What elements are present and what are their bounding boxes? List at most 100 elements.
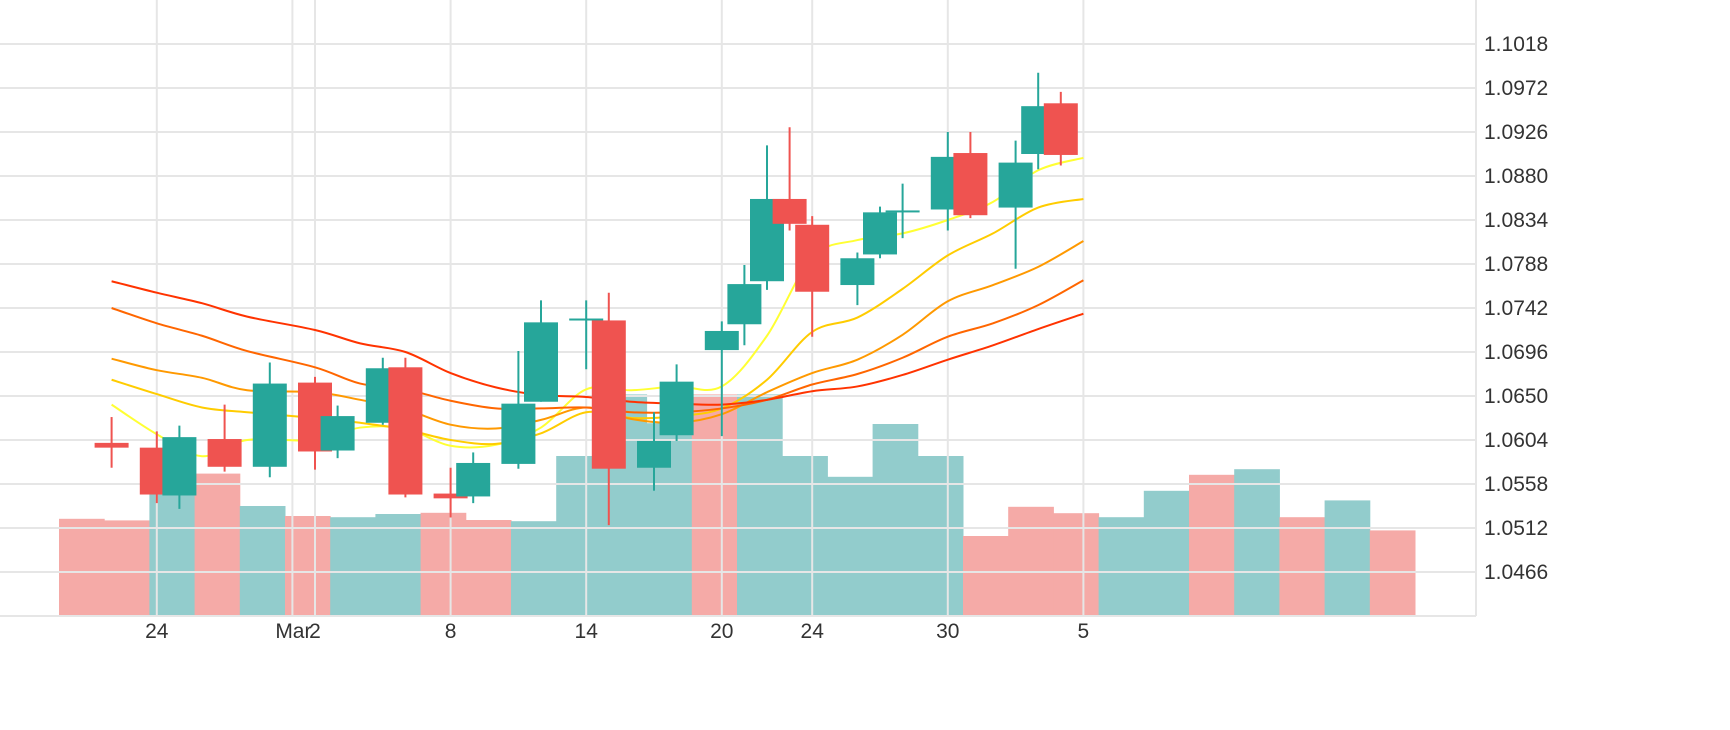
volume-bar xyxy=(375,514,422,616)
candle xyxy=(388,357,423,498)
candle-body xyxy=(863,212,897,255)
candle-body xyxy=(591,320,626,469)
candle xyxy=(772,127,807,231)
y-tick-label: 1.0604 xyxy=(1484,429,1549,452)
candle xyxy=(320,405,355,459)
volume-bar xyxy=(827,476,874,616)
grid xyxy=(0,0,1477,617)
candle-body xyxy=(637,440,671,468)
x-tick-label: 5 xyxy=(1078,620,1090,643)
candle-body xyxy=(659,381,694,436)
candle xyxy=(433,467,468,518)
x-tick-label: 24 xyxy=(145,620,169,643)
candle-body xyxy=(94,442,129,448)
volume-bar xyxy=(1008,506,1054,616)
volume-bar xyxy=(1189,474,1235,616)
y-tick-label: 1.0972 xyxy=(1484,77,1548,100)
x-tick-label: 2 xyxy=(309,620,321,643)
candle xyxy=(569,300,604,370)
candle xyxy=(840,252,875,306)
x-tick-label: 8 xyxy=(445,620,457,643)
candle xyxy=(1043,91,1078,166)
volume-bar xyxy=(1143,490,1190,616)
volume-bar xyxy=(465,520,512,616)
volume-bar xyxy=(330,517,376,616)
candle-body xyxy=(252,383,287,467)
volume-bar xyxy=(1369,530,1416,616)
candle xyxy=(659,364,694,441)
volume-bar xyxy=(782,456,828,616)
volume-bar xyxy=(1279,517,1326,616)
candle xyxy=(637,412,671,491)
y-tick-label: 1.0788 xyxy=(1484,253,1548,276)
candle-body xyxy=(795,224,830,292)
y-tick-label: 1.0466 xyxy=(1484,561,1548,584)
volume-bar xyxy=(872,424,919,616)
candle xyxy=(591,292,626,526)
volume-bar xyxy=(59,518,105,616)
candle xyxy=(501,351,536,469)
candle xyxy=(704,321,739,437)
y-tick-label: 1.0880 xyxy=(1484,165,1548,188)
volume-bar xyxy=(556,456,602,616)
x-tick-label: 30 xyxy=(936,620,959,643)
candle-body xyxy=(840,258,875,286)
volume-bar xyxy=(420,512,467,616)
candle xyxy=(162,425,197,509)
candle xyxy=(94,417,129,468)
candle-body xyxy=(207,439,242,467)
volume-bar xyxy=(104,520,150,616)
volume-bar xyxy=(1234,469,1280,616)
candle-body xyxy=(885,210,920,213)
volume-bar xyxy=(239,506,286,616)
candle-body xyxy=(1043,103,1078,155)
candle xyxy=(727,264,762,346)
candle xyxy=(456,452,491,504)
candle-body xyxy=(953,153,988,216)
candles xyxy=(94,72,1078,526)
y-tick-label: 1.0926 xyxy=(1484,121,1548,144)
candle-body xyxy=(727,284,762,325)
candle xyxy=(863,206,897,259)
candle xyxy=(207,404,242,472)
x-tick-label: 20 xyxy=(710,620,733,643)
volume-bar xyxy=(1324,500,1371,616)
candle-body xyxy=(524,322,558,402)
y-tick-label: 1.0696 xyxy=(1484,341,1548,364)
volume-bar xyxy=(194,473,241,616)
candle-body xyxy=(320,416,355,451)
candle xyxy=(795,216,830,337)
candle xyxy=(953,132,988,219)
candle xyxy=(998,140,1033,269)
volume-bar xyxy=(737,394,783,616)
candle xyxy=(524,300,558,402)
candle xyxy=(750,145,784,290)
candle xyxy=(885,183,920,239)
axes: 1.0466 1.0512 1.0558 1.0604 1.0650 1.0696 1.07… xyxy=(145,33,1548,643)
volume-bar xyxy=(1053,513,1100,616)
y-tick-label: 1.0558 xyxy=(1484,473,1548,496)
volume-bar xyxy=(917,456,964,616)
y-tick-label: 1.0650 xyxy=(1484,385,1548,408)
candle-body xyxy=(433,493,468,499)
y-tick-label: 1.1018 xyxy=(1484,33,1548,56)
candle-body xyxy=(704,330,739,351)
candle xyxy=(252,362,287,478)
volume-bar xyxy=(1098,517,1145,616)
candle-body xyxy=(162,437,197,496)
candle-body xyxy=(998,162,1033,208)
volume-bar xyxy=(963,536,1009,616)
y-tick-label: 1.0512 xyxy=(1484,517,1548,540)
volume-bar xyxy=(511,521,557,616)
candle-body xyxy=(772,198,807,224)
candle-body xyxy=(569,318,604,321)
volume-bar xyxy=(691,394,738,616)
candle-body xyxy=(456,462,491,497)
x-tick-label: Mar xyxy=(275,620,311,643)
candle-body xyxy=(388,367,423,495)
volume-bars xyxy=(59,394,1416,616)
candle-body xyxy=(501,403,536,464)
y-tick-label: 1.0742 xyxy=(1484,297,1548,320)
x-tick-label: 24 xyxy=(801,620,825,643)
